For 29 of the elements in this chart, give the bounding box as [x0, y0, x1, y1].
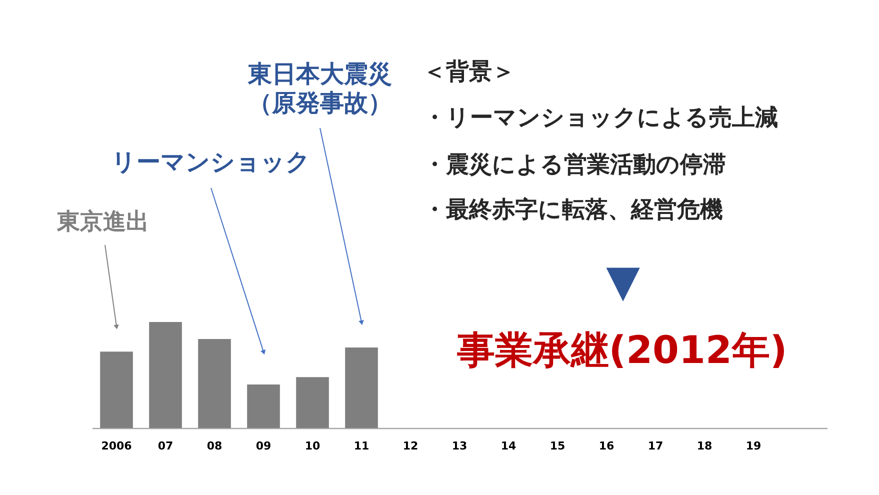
text: ・リーマンショックによる売上減: [423, 105, 778, 131]
x-tick-label: 17: [648, 440, 664, 452]
text: ＜背景＞: [423, 59, 515, 85]
bar: [100, 352, 133, 428]
bar: [247, 384, 280, 428]
x-tick-label: 18: [696, 440, 712, 452]
bar: [149, 322, 182, 428]
annotation: リーマンショック: [112, 148, 310, 176]
annotation: 東日本大震災（原発事故）: [247, 60, 392, 117]
bar: [198, 338, 231, 428]
x-tick-label: 07: [158, 440, 174, 452]
text: ・最終赤字に転落、経営危機: [423, 196, 723, 223]
x-tick-label: 16: [598, 440, 614, 452]
x-tick-label: 08: [206, 440, 222, 452]
x-tick-label: 13: [452, 440, 468, 452]
x-tick-label: 14: [500, 440, 516, 452]
x-tick-label: 19: [746, 440, 762, 452]
text: ・震災による営業活動の停滞: [423, 152, 726, 178]
x-tick-label: 10: [304, 440, 320, 452]
x-tick-label: 09: [256, 440, 272, 452]
x-tick-label: 2006: [101, 440, 132, 452]
bar: [296, 377, 329, 428]
annotation: 東京進出: [56, 209, 149, 235]
x-tick-label: 12: [402, 440, 418, 452]
text: ▼: [606, 256, 640, 307]
bar: [345, 347, 378, 428]
x-tick-label: 15: [550, 440, 566, 452]
x-tick-label: 11: [354, 440, 370, 452]
annotation: 事業承継(2012年): [456, 328, 788, 372]
